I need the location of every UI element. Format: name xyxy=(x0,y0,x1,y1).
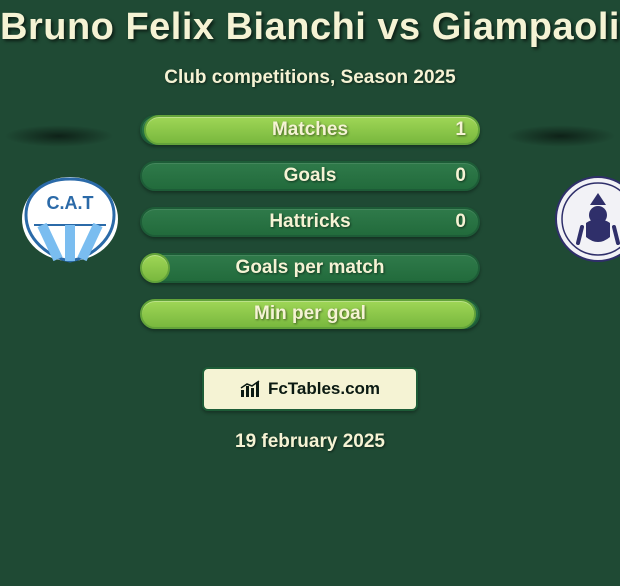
stat-value-right: 0 xyxy=(455,165,466,187)
stat-row: Matches 1 xyxy=(140,115,480,145)
stat-label: Hattricks xyxy=(269,211,350,233)
stat-bars: Matches 1 Goals 0 Hattricks 0 Goals per match M… xyxy=(140,115,480,345)
stat-value-right: 1 xyxy=(455,119,466,141)
stat-label: Matches xyxy=(272,119,348,141)
stat-value-right: 0 xyxy=(455,211,466,233)
page-subtitle: Club competitions, Season 2025 xyxy=(0,67,620,89)
date-label: 19 february 2025 xyxy=(0,431,620,453)
stat-label: Min per goal xyxy=(254,303,366,325)
stat-row: Goals 0 xyxy=(140,161,480,191)
footer-brand: FcTables.com xyxy=(268,379,380,399)
stat-row: Min per goal xyxy=(140,299,480,329)
crest-left-letters: C.A.T xyxy=(47,193,94,213)
footer-badge: FcTables.com xyxy=(202,367,418,411)
stat-label: Goals xyxy=(284,165,337,187)
club-crest-left-icon: C.A.T xyxy=(20,175,120,263)
bar-chart-icon xyxy=(240,380,262,398)
player-shadow-left xyxy=(4,125,114,147)
stat-row: Goals per match xyxy=(140,253,480,283)
stat-label: Goals per match xyxy=(236,257,385,279)
stat-fill-left xyxy=(140,253,170,283)
player-shadow-right xyxy=(506,125,616,147)
comparison-panel: C.A.T Matches 1 Goals 0 Hattricks 0 Goals per … xyxy=(0,115,620,355)
page-title: Bruno Felix Bianchi vs Giampaoli xyxy=(0,6,620,49)
club-crest-right-icon xyxy=(548,175,620,263)
stat-row: Hattricks 0 xyxy=(140,207,480,237)
